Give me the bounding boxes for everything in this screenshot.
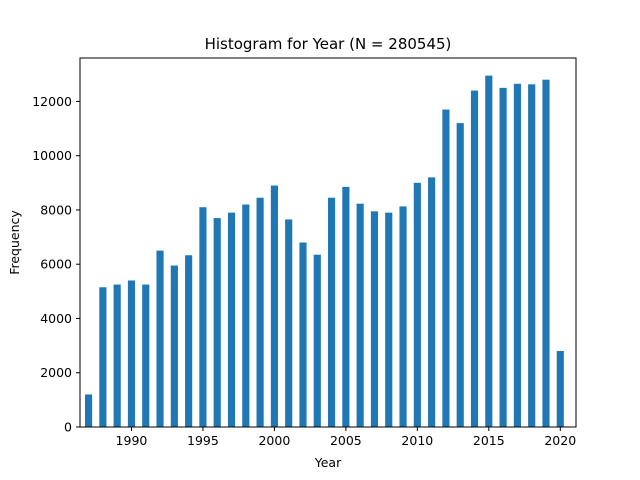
bar-1999 — [256, 197, 264, 427]
x-tick-label: 2010 — [401, 433, 433, 448]
bar-2018 — [528, 84, 536, 427]
bar-2001 — [285, 219, 293, 427]
bar-1987 — [85, 394, 93, 427]
x-tick-label: 1995 — [187, 433, 219, 448]
bar-2020 — [556, 351, 564, 427]
x-tick-label: 2005 — [330, 433, 362, 448]
bar-2012 — [442, 109, 450, 428]
bar-2005 — [342, 186, 350, 427]
bar-1997 — [227, 212, 236, 427]
bar-2011 — [428, 177, 436, 427]
y-axis-ticks: 0 2000 4000 6000 8000 10000 12000 — [32, 94, 80, 435]
bar-2009 — [399, 206, 407, 427]
bar-2013 — [456, 123, 464, 427]
x-tick-label: 2015 — [473, 433, 505, 448]
bar-2016 — [499, 87, 507, 428]
bar-1989 — [113, 284, 121, 427]
y-tick-label: 12000 — [32, 94, 72, 109]
y-axis-label: Frequency — [7, 210, 22, 275]
bar-2017 — [513, 83, 521, 428]
y-tick-label: 8000 — [40, 202, 72, 217]
bar-1990 — [127, 280, 136, 427]
bar-2010 — [413, 182, 421, 427]
plot-frame — [79, 57, 577, 428]
y-tick-label: 0 — [64, 420, 72, 435]
bar-1995 — [199, 207, 207, 427]
bar-2007 — [370, 211, 379, 427]
y-tick-label: 2000 — [40, 365, 72, 380]
x-axis-ticks: 1990 1995 2000 2005 2010 2015 2020 — [116, 427, 576, 448]
bar-2006 — [356, 203, 364, 427]
bar-2003 — [313, 254, 321, 427]
bar-2019 — [542, 79, 550, 428]
x-tick-label: 1990 — [116, 433, 148, 448]
chart-title: Histogram for Year (N = 280545) — [205, 35, 452, 53]
bar-2014 — [470, 90, 479, 427]
bar-1992 — [156, 250, 164, 427]
bar-2015 — [485, 75, 493, 427]
bar-2008 — [385, 212, 393, 427]
bar-1988 — [99, 287, 107, 427]
bar-2000 — [270, 185, 278, 427]
x-axis-label: Year — [314, 455, 342, 470]
bar-1991 — [142, 284, 150, 427]
bar-series — [85, 75, 564, 428]
bar-1993 — [170, 265, 178, 427]
x-tick-label: 2020 — [544, 433, 576, 448]
bar-1998 — [242, 204, 250, 427]
bar-1996 — [213, 218, 221, 427]
y-tick-label: 10000 — [32, 148, 72, 163]
x-tick-label: 2000 — [258, 433, 290, 448]
bar-2004 — [328, 197, 336, 427]
bar-1994 — [185, 255, 193, 427]
bar-2002 — [299, 242, 307, 427]
y-tick-label: 6000 — [40, 257, 72, 272]
y-tick-label: 4000 — [40, 311, 72, 326]
